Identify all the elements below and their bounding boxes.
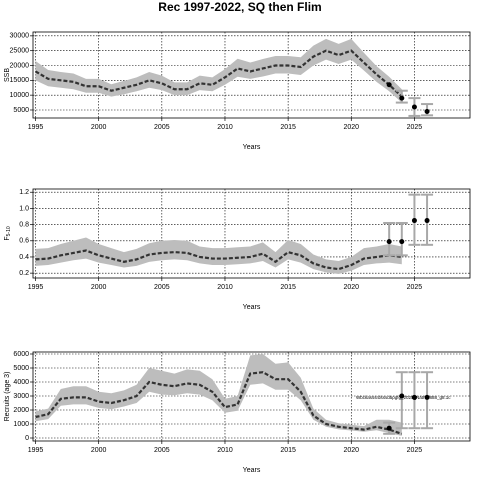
x-tick-label: 2020: [343, 284, 359, 291]
projection-point: [411, 218, 417, 224]
y-tick-label: 0: [25, 435, 29, 442]
y-tick-label: 5000: [13, 107, 29, 114]
x-tick-label: 2000: [91, 124, 107, 131]
projection-point: [411, 394, 417, 400]
y-tick-label: 2000: [13, 407, 29, 414]
projection-point: [386, 82, 392, 88]
y-tick-label: 0.4: [19, 254, 29, 261]
y-tick-label: 1.0: [19, 205, 29, 212]
plot-frame: [32, 188, 471, 279]
y-tick-label: 20000: [10, 62, 30, 69]
x-tick-label: 2010: [217, 124, 233, 131]
y-tick-label: 15000: [10, 77, 30, 84]
y-tick-label: 30000: [10, 33, 30, 40]
projection-point: [424, 394, 430, 400]
x-axis-label: Years: [243, 144, 261, 151]
y-tick-label: 1.2: [19, 189, 29, 196]
x-axis-label: Years: [243, 467, 261, 474]
y-tick-label: 10000: [10, 92, 30, 99]
x-tick-label: 2020: [343, 124, 359, 131]
y-tick-label: 0.8: [19, 221, 29, 228]
y-axis-label: F5-10: [4, 226, 12, 241]
x-axis-label: Years: [243, 304, 261, 311]
x-tick-label: 2015: [280, 447, 296, 454]
x-tick-label: 2025: [407, 447, 423, 454]
median-line: [35, 371, 403, 435]
projection-point: [399, 239, 405, 245]
x-tick-label: 2025: [407, 124, 423, 131]
x-tick-label: 2010: [217, 447, 233, 454]
confidence-band: [35, 354, 402, 436]
x-tick-label: 1995: [28, 124, 44, 131]
projection-point: [424, 108, 430, 114]
y-tick-label: 0.6: [19, 238, 29, 245]
y-tick-label: 0.2: [19, 270, 29, 277]
x-tick-label: 2015: [280, 284, 296, 291]
x-tick-label: 1995: [28, 284, 44, 291]
x-tick-label: 2000: [91, 284, 107, 291]
x-tick-label: 2010: [217, 284, 233, 291]
median-line: [34, 49, 403, 98]
x-tick-label: 2015: [280, 124, 296, 131]
plot-frame: [32, 351, 471, 442]
x-tick-label: 2000: [91, 447, 107, 454]
y-axis-label-main: SSB: [4, 68, 11, 82]
y-tick-label: 3000: [13, 393, 29, 400]
median-line: [35, 249, 402, 271]
x-tick-label: 1995: [28, 447, 44, 454]
y-axis-label-sub: 5-10: [6, 226, 12, 236]
y-tick-label: 6000: [13, 351, 29, 358]
y-axis-label-main: F: [4, 236, 11, 240]
y-tick-label: 5000: [13, 365, 29, 372]
projection-point: [386, 239, 392, 245]
y-axis-label-main: Recruits (age 3): [4, 372, 11, 422]
projection-point: [399, 393, 405, 399]
x-tick-label: 2005: [154, 447, 170, 454]
projection-point: [424, 218, 430, 224]
y-axis-label: Recruits (age 3): [4, 372, 11, 422]
x-tick-label: 2020: [343, 447, 359, 454]
projection-point: [386, 425, 392, 431]
y-tick-label: 1000: [13, 421, 29, 428]
projection-point: [399, 95, 405, 101]
x-tick-label: 2025: [407, 284, 423, 291]
chart-title: Rec 1997-2022, SQ then Flim: [158, 0, 321, 14]
x-tick-label: 2005: [154, 284, 170, 291]
y-tick-label: 4000: [13, 379, 29, 386]
y-axis-label: SSB: [4, 68, 11, 82]
confidence-band: [35, 38, 402, 103]
y-tick-label: 25000: [10, 48, 30, 55]
annotation: Wbckasssrdsssd5pgfg_2025_Natr18888_g8.1c: [356, 395, 451, 400]
plot-frame: [32, 31, 471, 119]
confidence-band: [35, 237, 402, 274]
x-tick-label: 2005: [154, 124, 170, 131]
projection-point: [411, 104, 417, 110]
